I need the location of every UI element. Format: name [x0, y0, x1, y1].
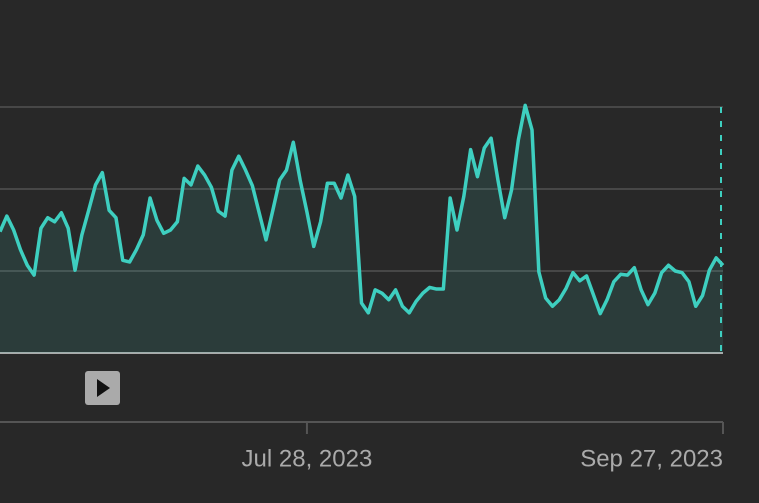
line-area	[0, 105, 723, 353]
play-icon[interactable]	[97, 379, 110, 397]
x-tick-label: Jul 28, 2023	[242, 445, 373, 472]
play-button[interactable]	[85, 371, 120, 405]
line	[0, 103, 725, 316]
x-tick-label: Sep 27, 2023	[580, 445, 723, 472]
